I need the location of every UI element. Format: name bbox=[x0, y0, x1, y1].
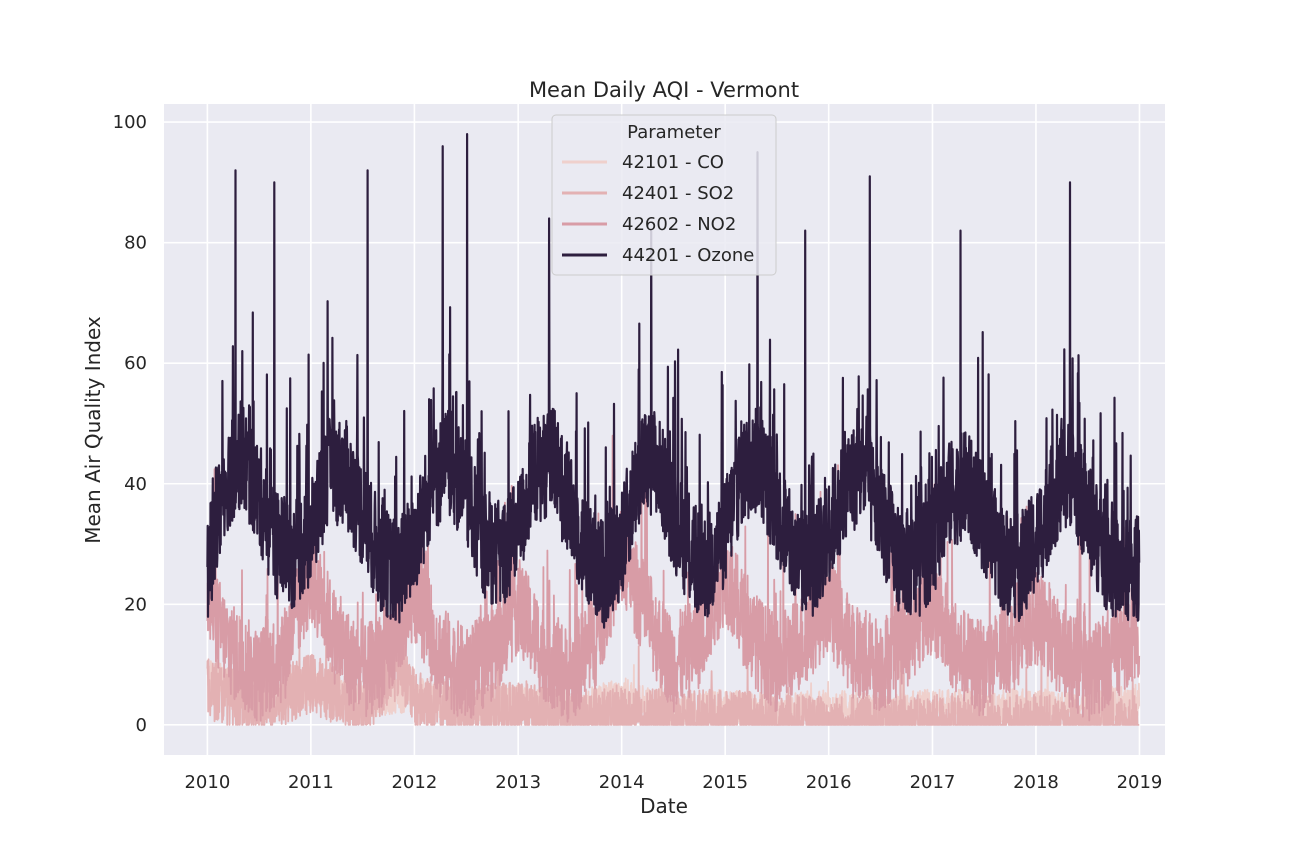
x-tick-label: 2010 bbox=[184, 772, 230, 793]
x-axis-title: Date bbox=[640, 794, 688, 818]
legend-box bbox=[551, 114, 777, 276]
legend-label: 42101 - CO bbox=[622, 152, 724, 173]
x-tick-label: 2015 bbox=[702, 772, 748, 793]
x-tick-label: 2016 bbox=[806, 772, 852, 793]
series-line bbox=[206, 133, 1141, 629]
series-group bbox=[206, 133, 1141, 726]
x-tick-labels: 2010 2011 2012 2013 2014 2015 2016 2017 2018 2019 bbox=[184, 772, 1162, 793]
series-line bbox=[206, 607, 1140, 726]
y-tick-label: 100 bbox=[113, 112, 147, 133]
y-tick-label: 0 bbox=[136, 715, 147, 736]
y-tick-label: 80 bbox=[124, 233, 147, 254]
x-tick-label: 2018 bbox=[1013, 772, 1059, 793]
y-tick-label: 60 bbox=[124, 353, 147, 374]
legend-label: 42401 - SO2 bbox=[622, 183, 734, 204]
y-tick-label: 40 bbox=[124, 474, 147, 495]
y-axis-title: Mean Air Quality Index bbox=[81, 316, 105, 544]
legend-label: 42602 - NO2 bbox=[622, 214, 736, 235]
legend-label: 44201 - Ozone bbox=[622, 245, 754, 266]
series-line bbox=[206, 434, 1141, 723]
chart-title: Mean Daily AQI - Vermont bbox=[529, 78, 799, 102]
legend: Parameter 42101 - CO 42401 - SO2 42602 - N… bbox=[551, 114, 777, 276]
y-tick-label: 20 bbox=[124, 594, 147, 615]
x-tick-label: 2012 bbox=[391, 772, 437, 793]
y-tick-labels: 0 20 40 60 80 100 bbox=[113, 112, 147, 736]
x-tick-label: 2014 bbox=[599, 772, 645, 793]
x-tick-label: 2011 bbox=[288, 772, 334, 793]
x-tick-label: 2019 bbox=[1117, 772, 1163, 793]
legend-title: Parameter bbox=[627, 122, 721, 143]
x-tick-label: 2017 bbox=[910, 772, 956, 793]
x-tick-label: 2013 bbox=[495, 772, 541, 793]
